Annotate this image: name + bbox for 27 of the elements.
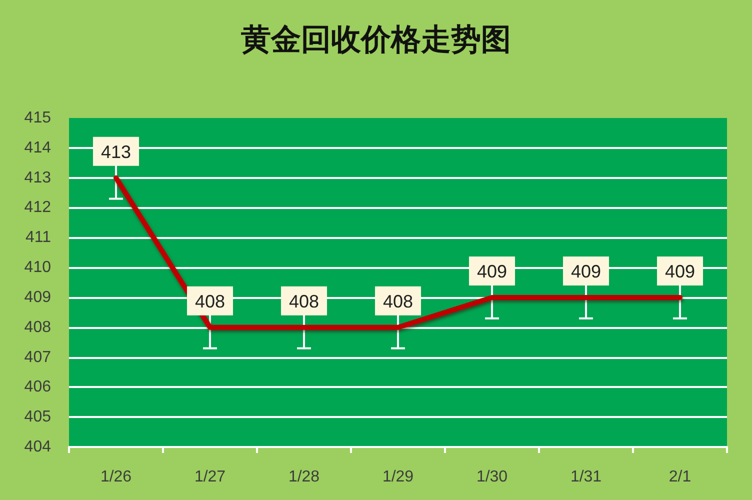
data-label: 409 (664, 261, 696, 282)
x-tick-label: 1/29 (382, 468, 414, 486)
data-label: 408 (194, 291, 226, 312)
x-tick-label: 2/1 (668, 468, 692, 486)
y-tick-label: 406 (24, 378, 52, 396)
x-tick-label: 1/27 (194, 468, 226, 486)
data-label: 413 (100, 142, 132, 162)
y-tick-label: 410 (24, 259, 52, 276)
data-label: 409 (570, 261, 602, 282)
y-tick-label: 414 (24, 139, 52, 156)
x-tick-label: 1/30 (476, 468, 508, 486)
y-tick-label: 411 (25, 229, 52, 246)
y-tick-label: 409 (24, 288, 52, 306)
x-tick-label: 1/26 (100, 468, 132, 486)
y-tick-label: 415 (24, 110, 52, 126)
y-tick-label: 408 (24, 318, 52, 336)
y-tick-label: 404 (24, 438, 52, 456)
data-label: 408 (288, 291, 320, 312)
x-tick-label: 1/31 (570, 468, 602, 486)
x-tick-label: 1/28 (288, 468, 320, 486)
y-tick-label: 407 (24, 348, 52, 366)
y-tick-label: 412 (24, 199, 52, 216)
y-tick-label: 405 (24, 408, 52, 426)
y-tick-label: 413 (24, 169, 52, 186)
data-label: 408 (382, 291, 414, 312)
data-label: 409 (476, 261, 508, 282)
chart-title: 黄金回收价格走势图 (241, 22, 511, 58)
